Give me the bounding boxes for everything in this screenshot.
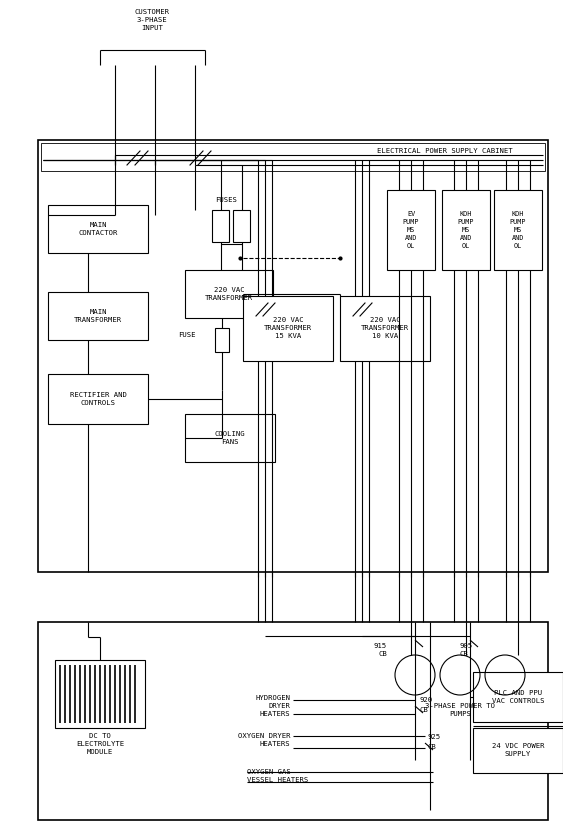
Bar (233, 210, 250, 242)
Bar (38, 140, 548, 572)
Bar (48, 205, 148, 253)
Text: COOLING
FANS: COOLING FANS (215, 431, 245, 445)
Text: OXYGEN GAS
VESSEL HEATERS: OXYGEN GAS VESSEL HEATERS (247, 769, 309, 783)
Text: 905
CB: 905 CB (460, 643, 473, 657)
Text: 220 VAC
TRANSFORMER
15 KVA: 220 VAC TRANSFORMER 15 KVA (264, 317, 312, 340)
Text: 920: 920 (419, 697, 432, 703)
Bar (38, 622, 548, 820)
Bar (473, 672, 563, 722)
Text: CB: CB (419, 707, 428, 713)
Text: FUSES: FUSES (215, 197, 237, 203)
Text: MAIN
TRANSFORMER: MAIN TRANSFORMER (74, 309, 122, 323)
Bar (473, 728, 563, 773)
Text: 220 VAC
TRANSFORMER: 220 VAC TRANSFORMER (205, 287, 253, 301)
Bar (41, 143, 545, 171)
Text: CUSTOMER
3-PHASE
INPUT: CUSTOMER 3-PHASE INPUT (135, 9, 169, 31)
Text: OXYGEN DRYER
HEATERS: OXYGEN DRYER HEATERS (238, 733, 290, 747)
Text: KOH
PUMP
MS
AND
OL: KOH PUMP MS AND OL (458, 211, 474, 249)
Text: MAIN
CONTACTOR: MAIN CONTACTOR (78, 222, 118, 236)
Text: KOH
PUMP
MS
AND
OL: KOH PUMP MS AND OL (510, 211, 526, 249)
Bar (212, 210, 229, 242)
Text: CB: CB (428, 744, 437, 750)
Bar (48, 292, 148, 340)
Bar (442, 190, 490, 270)
Text: 915
CB: 915 CB (374, 643, 387, 657)
Bar (55, 660, 145, 728)
Bar (494, 190, 542, 270)
Text: FUSE: FUSE (178, 332, 195, 338)
Text: HYDROGEN
DRYER
HEATERS: HYDROGEN DRYER HEATERS (255, 695, 290, 717)
Bar (215, 328, 229, 352)
Bar (243, 296, 333, 361)
Text: 24 VDC POWER
SUPPLY: 24 VDC POWER SUPPLY (491, 743, 544, 757)
Bar (340, 296, 430, 361)
Bar (185, 414, 275, 462)
Text: EV
PUMP
MS
AND
OL: EV PUMP MS AND OL (403, 211, 419, 249)
Bar (185, 270, 273, 318)
Text: ELECTRICAL POWER SUPPLY CABINET: ELECTRICAL POWER SUPPLY CABINET (377, 148, 513, 154)
Text: 220 VAC
TRANSFORMER
10 KVA: 220 VAC TRANSFORMER 10 KVA (361, 317, 409, 340)
Text: RECTIFIER AND
CONTROLS: RECTIFIER AND CONTROLS (70, 392, 127, 406)
Text: 925: 925 (428, 734, 441, 740)
Text: PLC AND PPU
VAC CONTROLS: PLC AND PPU VAC CONTROLS (491, 690, 544, 704)
Text: DC TO
ELECTROLYTE
MODULE: DC TO ELECTROLYTE MODULE (76, 733, 124, 755)
Bar (387, 190, 435, 270)
Bar (48, 374, 148, 424)
Text: 3-PHASE POWER TO
PUMPS: 3-PHASE POWER TO PUMPS (425, 703, 495, 717)
